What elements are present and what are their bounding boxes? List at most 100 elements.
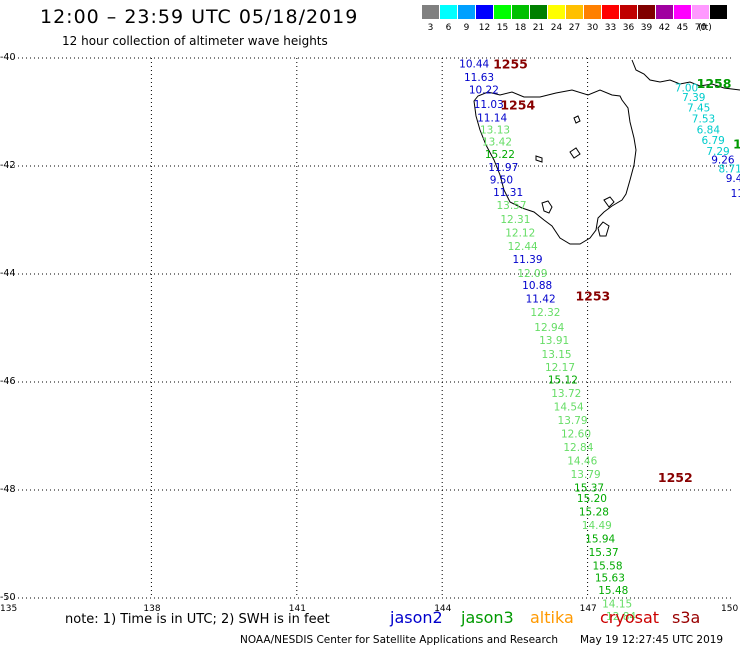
mainland-coast bbox=[631, 59, 740, 91]
scale-swatch bbox=[440, 5, 457, 19]
swh-value: 12.12 bbox=[505, 227, 535, 239]
swh-value: 9.50 bbox=[490, 175, 513, 187]
scale-swatch bbox=[494, 5, 511, 19]
swh-value: 12.32 bbox=[530, 307, 560, 319]
latitude-label: -48 bbox=[0, 484, 16, 495]
scale-swatch bbox=[476, 5, 493, 19]
latitude-label: -50 bbox=[0, 592, 16, 603]
scale-swatch bbox=[638, 5, 655, 19]
satellite-legend-item: s3a bbox=[672, 608, 701, 627]
latitude-label: -46 bbox=[0, 376, 16, 387]
scale-label: 27 bbox=[568, 23, 581, 33]
swh-value: 12.31 bbox=[500, 214, 530, 226]
scale-label: 15 bbox=[496, 23, 509, 33]
lake-pedder bbox=[535, 155, 543, 163]
latitude-label: -40 bbox=[0, 52, 16, 63]
longitude-label: 147 bbox=[579, 604, 597, 614]
longitude-label: 141 bbox=[288, 604, 306, 614]
latitude-label: -44 bbox=[0, 268, 16, 279]
grid-lines bbox=[6, 57, 733, 599]
swh-value: 13.13 bbox=[480, 124, 510, 136]
satellite-legend-item: jason2 bbox=[390, 608, 443, 627]
swh-value: 11.39 bbox=[512, 254, 542, 266]
swh-value: 9.26 bbox=[711, 155, 735, 167]
swh-value: 15.58 bbox=[592, 561, 622, 573]
longitude-label: 150 bbox=[721, 604, 739, 614]
swh-value: 15.12 bbox=[548, 374, 578, 386]
scale-label: 9 bbox=[463, 23, 470, 33]
scale-swatch bbox=[548, 5, 565, 19]
coastline-tasmania bbox=[473, 59, 740, 245]
swh-value: 8.71 bbox=[718, 164, 740, 176]
pass-time-label: 1255 bbox=[493, 56, 528, 71]
pass-time-label: 1258 bbox=[697, 76, 732, 91]
swh-value: 6.84 bbox=[697, 124, 721, 136]
swh-value: 11.03 bbox=[474, 99, 504, 111]
pass-time-label: 1254 bbox=[500, 98, 535, 113]
swh-value: 11.97 bbox=[488, 162, 518, 174]
swh-value: 13.91 bbox=[539, 335, 569, 347]
scale-label: 21 bbox=[532, 23, 545, 33]
latitude-label: -42 bbox=[0, 160, 16, 171]
swh-value: 11.42 bbox=[526, 293, 556, 305]
scale-swatch bbox=[512, 5, 529, 19]
scale-swatch bbox=[584, 5, 601, 19]
swh-value: 13.57 bbox=[496, 200, 526, 212]
swh-value: 7.00 bbox=[675, 83, 698, 95]
swh-value: 15.37 bbox=[589, 547, 619, 559]
scale-swatch bbox=[566, 5, 583, 19]
swh-value: 14.49 bbox=[582, 520, 612, 532]
swh-value: 10.22 bbox=[469, 84, 499, 96]
satellite-legend-item: altika bbox=[530, 608, 574, 627]
scale-label: 30 bbox=[586, 23, 599, 33]
longitude-label: 138 bbox=[143, 604, 161, 614]
longitude-label: 135 bbox=[0, 604, 18, 614]
swh-value: 15.20 bbox=[577, 493, 607, 505]
swh-value: 7.45 bbox=[687, 103, 710, 115]
lake-gordon bbox=[541, 200, 553, 214]
scale-label: 12 bbox=[478, 23, 491, 33]
tasmania-coastline bbox=[473, 89, 637, 245]
swh-value: 15.48 bbox=[598, 585, 628, 597]
swh-value: 12.60 bbox=[561, 428, 591, 440]
swh-value: 10.88 bbox=[522, 280, 552, 292]
swh-value: 11.63 bbox=[464, 72, 494, 84]
footer-note: note: 1) Time is in UTC; 2) SWH is in fe… bbox=[65, 612, 330, 627]
swh-value: 7.29 bbox=[706, 146, 729, 158]
scale-swatch bbox=[530, 5, 547, 19]
swh-value: 13.15 bbox=[542, 349, 572, 361]
scale-label: 24 bbox=[550, 23, 563, 33]
swh-value: 15.22 bbox=[485, 149, 515, 161]
generation-timestamp: May 19 12:27:45 UTC 2019 bbox=[580, 634, 724, 646]
longitude-label: 144 bbox=[434, 604, 452, 614]
scale-label: 3 bbox=[427, 23, 434, 33]
swh-value: 14.46 bbox=[567, 455, 597, 467]
scale-label: 70 bbox=[694, 23, 707, 33]
scale-swatch bbox=[710, 5, 727, 19]
swh-value: 11.14 bbox=[477, 112, 507, 124]
swh-value: 7.53 bbox=[692, 113, 715, 125]
lake-great bbox=[569, 147, 581, 159]
swh-value: 13.79 bbox=[558, 415, 588, 427]
page-subtitle: 12 hour collection of altimeter wave hei… bbox=[62, 34, 328, 48]
swh-value: 12.84 bbox=[606, 611, 636, 623]
scale-swatch bbox=[674, 5, 691, 19]
scale-label: 36 bbox=[622, 23, 635, 33]
swh-value: 13.72 bbox=[551, 388, 581, 400]
scale-units: (ft) bbox=[698, 23, 712, 33]
scale-label: 33 bbox=[604, 23, 617, 33]
swh-value: 15.28 bbox=[579, 507, 609, 519]
swh-value: 15.63 bbox=[595, 572, 625, 584]
swh-value: 13.42 bbox=[482, 137, 512, 149]
scale-label: 42 bbox=[658, 23, 671, 33]
scale-swatch bbox=[620, 5, 637, 19]
pass-time-label: 1253 bbox=[575, 289, 610, 304]
scale-swatch bbox=[422, 5, 439, 19]
maria-island bbox=[603, 196, 615, 208]
swh-value: 7.39 bbox=[682, 92, 705, 104]
satellite-legend-item: cryosat bbox=[600, 608, 660, 627]
scale-swatch bbox=[602, 5, 619, 19]
